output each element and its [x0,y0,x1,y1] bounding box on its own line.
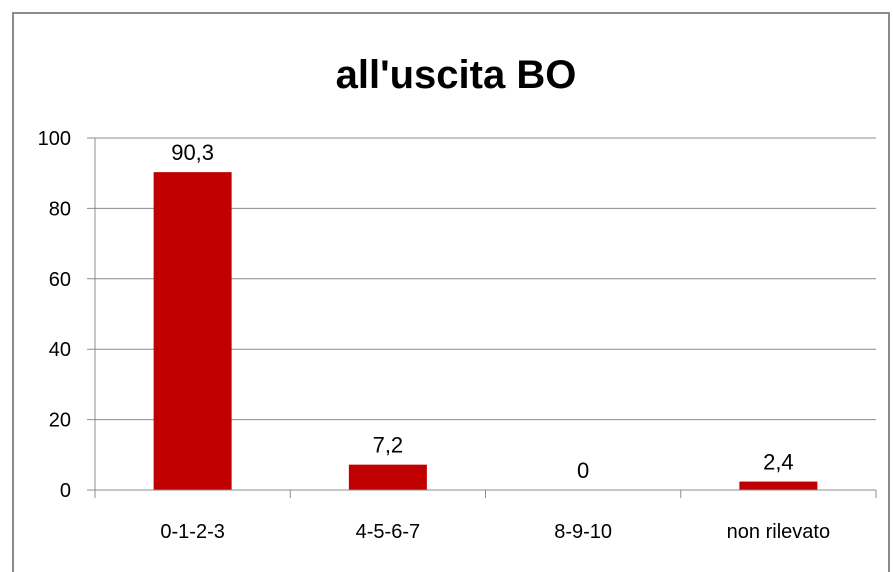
y-tick-label: 80 [49,198,71,220]
chart-title: all'uscita BO [336,53,577,97]
data-labels: 90,3 7,2 0 2,4 [171,140,793,483]
y-tick-label: 40 [49,339,71,361]
data-label: 2,4 [763,450,794,475]
x-category-label: 0-1-2-3 [160,521,224,543]
data-label: 0 [577,458,589,483]
data-label: 90,3 [171,140,214,165]
bar [739,481,818,490]
y-tick-label: 60 [49,269,71,291]
x-category-label: 8-9-10 [554,521,612,543]
bar [348,464,427,490]
y-tick-label: 20 [49,410,71,432]
x-category-label: non rilevato [727,521,830,543]
x-axis: 0-1-2-3 4-5-6-7 8-9-10 non rilevato [94,489,877,543]
bars [153,172,818,491]
data-label: 7,2 [373,433,404,458]
y-tick-label: 100 [38,128,71,150]
y-axis: 0 20 40 60 80 100 [38,128,96,502]
y-tick-label: 0 [60,480,71,502]
x-category-label: 4-5-6-7 [356,521,420,543]
bar [153,172,232,491]
